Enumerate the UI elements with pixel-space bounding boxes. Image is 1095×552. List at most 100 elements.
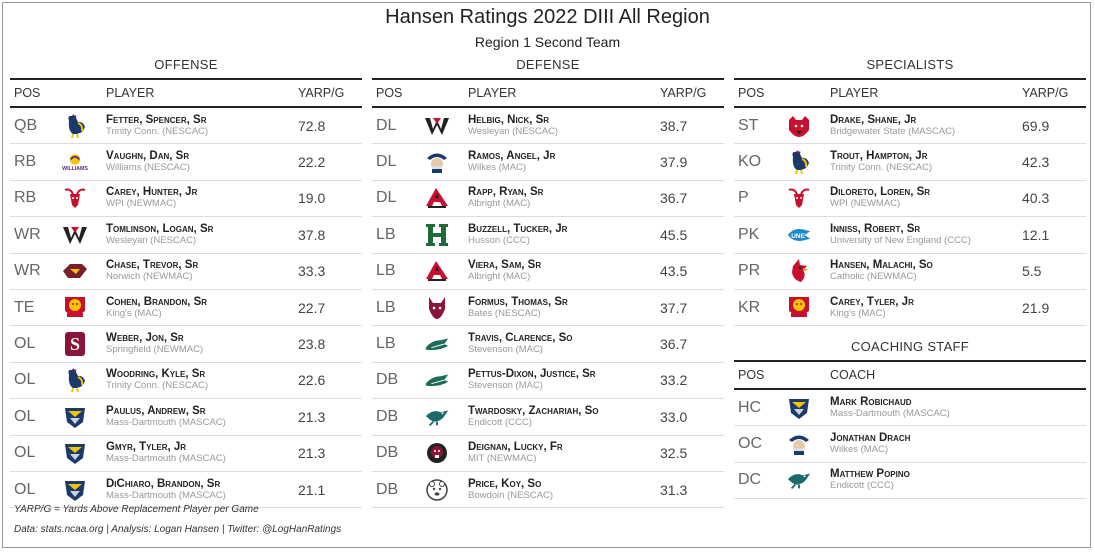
player-cell: Diloreto, Loren, Sr WPI (NEWMAC) — [824, 186, 1022, 210]
bobcat-icon — [424, 295, 450, 321]
lion-crest-icon — [62, 295, 88, 321]
team-logo — [412, 331, 462, 357]
specialists-title: SPECIALISTS — [866, 57, 954, 72]
player-school: Wilkes (MAC) — [468, 162, 527, 174]
position-cell: DB — [376, 371, 399, 389]
player-school: Bridgewater State (MASCAC) — [830, 125, 956, 137]
yarp-value: 40.3 — [1022, 190, 1050, 207]
defense-rows: DL Helbig, Nick, Sr Wesleyan (NESCAC) 38… — [372, 108, 724, 509]
player-school: Endicott (CCC) — [830, 480, 894, 492]
defense-title: DEFENSE — [516, 57, 580, 72]
player-name: Travis, Clarence, So — [468, 332, 573, 345]
offense-rows: QB Fetter, Spencer, Sr Trinity Conn. (NE… — [10, 108, 362, 509]
player-school: WPI (NEWMAC) — [106, 198, 177, 210]
yarp-value: 22.6 — [298, 372, 326, 389]
defense-section: DEFENSE POS PLAYER YARP/G DL Helbig, Nic… — [372, 56, 724, 509]
position-cell: OC — [738, 435, 762, 453]
table-row: ST Drake, Shane, Jr Bridgewater State (M… — [734, 108, 1086, 145]
player-name: Viera, Sam, Sr — [468, 259, 542, 272]
h-letter-icon — [424, 222, 450, 248]
position-cell: PR — [738, 262, 761, 280]
corsair-icon — [786, 395, 812, 421]
offense-section: OFFENSE POS PLAYER YARP/G QB Fetter, Spe… — [10, 56, 362, 509]
table-row: LB Formus, Thomas, Sr Bates (NESCAC) 37.… — [372, 290, 724, 327]
team-logo — [50, 258, 100, 284]
position-cell: KO — [738, 153, 762, 171]
team-logo — [412, 440, 462, 466]
position-cell: QB — [14, 116, 38, 134]
yarp-value: 36.7 — [660, 336, 688, 353]
player-name: Hansen, Malachi, So — [830, 259, 933, 272]
table-row: DL Ramos, Angel, Jr Wilkes (MAC) 37.9 — [372, 144, 724, 181]
team-logo — [50, 185, 100, 211]
table-row: HC Mark Robichaud Mass-Dartmouth (MASCAC… — [734, 390, 1086, 427]
table-row: WR Chase, Trevor, Sr Norwich (NEWMAC) 33… — [10, 254, 362, 290]
table-row: DL Helbig, Nick, Sr Wesleyan (NESCAC) 38… — [372, 108, 724, 145]
position-cell: OL — [14, 444, 36, 462]
player-cell: Cohen, Brandon, Sr King's (MAC) — [100, 296, 298, 320]
table-row: PK UNE Inniss, Robert, Sr University of … — [734, 217, 1086, 254]
bear-icon — [786, 113, 812, 139]
player-name: Woodring, Kyle, Sr — [106, 368, 206, 381]
page-subtitle: Region 1 Second Team — [474, 34, 621, 50]
position-cell: DB — [376, 444, 399, 462]
table-row: P Diloreto, Loren, Sr WPI (NEWMAC) 40.3 — [734, 181, 1086, 218]
position-cell: P — [738, 189, 749, 207]
yarp-header: YARP/G — [298, 86, 345, 100]
position-cell: RB — [14, 153, 37, 171]
player-cell: Carey, Tyler, Jr King's (MAC) — [824, 296, 1022, 320]
player-cell: Ramos, Angel, Jr Wilkes (MAC) — [462, 150, 660, 174]
table-row: KR Carey, Tyler, Jr King's (MAC) 21.9 — [734, 290, 1086, 327]
player-name: Mark Robichaud — [830, 395, 912, 408]
team-logo — [50, 367, 100, 393]
player-cell: Chase, Trevor, Sr Norwich (NEWMAC) — [100, 259, 298, 283]
offense-title: OFFENSE — [154, 57, 218, 72]
lion-crest-icon — [786, 295, 812, 321]
player-school: Wesleyan (NESCAC) — [468, 125, 559, 137]
team-logo — [774, 431, 824, 457]
yarp-value: 21.3 — [298, 408, 326, 425]
team-logo — [774, 295, 824, 321]
player-school: King's (MAC) — [830, 307, 886, 319]
table-row: RB Carey, Hunter, Jr WPI (NEWMAC) 19.0 — [10, 181, 362, 218]
player-name: Fetter, Spencer, Sr — [106, 113, 207, 126]
player-name: Ramos, Angel, Jr — [468, 150, 556, 163]
player-school: Albright (MAC) — [468, 271, 531, 283]
player-school: Wilkes (MAC) — [830, 444, 889, 456]
pos-header: POS — [738, 368, 765, 382]
team-logo — [774, 149, 824, 175]
position-cell: TE — [14, 298, 35, 316]
s-letter-icon: S — [62, 331, 88, 357]
player-school: Bowdoin (NESCAC) — [468, 489, 553, 501]
team-logo — [50, 222, 100, 248]
yarp-header: YARP/G — [660, 86, 707, 100]
player-name: Buzzell, Tucker, Jr — [468, 222, 568, 235]
yarp-value: 22.2 — [298, 154, 326, 171]
player-cell: Rapp, Ryan, Sr Albright (MAC) — [462, 186, 660, 210]
yarp-value: 31.3 — [660, 481, 688, 498]
coaching-title: COACHING STAFF — [850, 339, 970, 354]
yarp-value: 37.8 — [298, 226, 326, 243]
player-school: Trinity Conn. (NESCAC) — [106, 125, 209, 137]
player-cell: Deignan, Lucky, Fr MIT (NEWMAC) — [462, 441, 660, 465]
player-school: MIT (NEWMAC) — [468, 453, 537, 465]
rooster-icon — [62, 113, 88, 139]
player-school: Trinity Conn. (NESCAC) — [106, 380, 209, 392]
gull-icon — [424, 404, 450, 430]
position-cell: OL — [14, 407, 36, 425]
player-school: Williams (NESCAC) — [106, 162, 190, 174]
table-row: TE Cohen, Brandon, Sr King's (MAC) 22.7 — [10, 290, 362, 327]
polar-bear-icon — [424, 477, 450, 503]
yarp-value: 33.0 — [660, 408, 688, 425]
player-name: Drake, Shane, Jr — [830, 113, 917, 126]
yarp-value: 12.1 — [1022, 226, 1050, 243]
player-school: Albright (MAC) — [468, 198, 531, 210]
player-name: Formus, Thomas, Sr — [468, 295, 568, 308]
yarp-value: 21.1 — [298, 481, 326, 498]
table-row: LB Travis, Clarence, So Stevenson (MAC) … — [372, 326, 724, 363]
position-cell: LB — [376, 225, 396, 243]
player-school: Trinity Conn. (NESCAC) — [830, 162, 933, 174]
yarp-value: 33.3 — [298, 263, 326, 280]
position-cell: DC — [738, 471, 762, 489]
table-row: DB Pettus-Dixon, Justice, Sr Stevenson (… — [372, 363, 724, 400]
